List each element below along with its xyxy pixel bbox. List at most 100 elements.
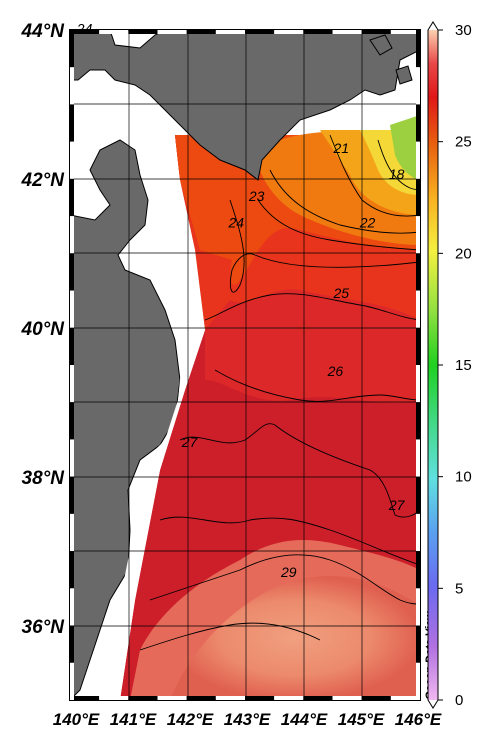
frame-segment [70, 30, 100, 34]
lon-tick-label: 141°E [110, 710, 157, 729]
frame-segment [70, 402, 74, 440]
frame-segment [70, 290, 74, 328]
land-honshu [70, 139, 181, 700]
frame-segment [361, 696, 391, 700]
contour-label: 27 [181, 434, 199, 450]
frame-segment [416, 551, 420, 589]
frame-segment [416, 625, 420, 663]
lon-tick-label: 145°E [338, 710, 385, 729]
colorbar-tick-label: 25 [455, 134, 472, 151]
frame-segment [416, 327, 420, 365]
frame-segment [303, 30, 333, 34]
frame-segment [128, 30, 158, 34]
colorbar-tick-label: 20 [455, 245, 472, 262]
frame-segment [416, 439, 420, 477]
frame-segment [70, 178, 74, 217]
contour-label: 21 [332, 140, 349, 156]
frame-segment [416, 216, 420, 254]
contour-27a [179, 423, 420, 518]
frame-segment [274, 30, 304, 34]
frame-segment [416, 67, 420, 105]
frame-segment [390, 696, 420, 700]
frame-segment [416, 253, 420, 291]
sst-field [120, 115, 420, 700]
frame-segment [186, 696, 216, 700]
contour-label: 24 [227, 214, 244, 230]
frame-ticks [70, 30, 420, 700]
frame-segment [99, 30, 129, 34]
frame-segment [70, 588, 74, 626]
frame-segment [70, 662, 74, 700]
colorbar-tick-label: 15 [455, 357, 472, 374]
contour-24 [229, 199, 420, 293]
frame-segment [70, 327, 74, 365]
land-island-2 [395, 65, 413, 85]
frame-segment [303, 696, 333, 700]
sst-region-30 [170, 575, 420, 700]
frame-segment [416, 365, 420, 403]
contour-23 [257, 199, 420, 251]
frame-segment [70, 439, 74, 477]
land [70, 30, 420, 700]
lon-tick-label: 140°E [53, 710, 100, 729]
frame-segment [99, 696, 129, 700]
frame-segment [70, 696, 100, 700]
land-island-1 [369, 34, 393, 56]
frame-segment [274, 696, 304, 700]
colorbar-tick-label: 0 [455, 692, 463, 709]
frame-segment [332, 30, 362, 34]
colorbar-ticks: 0 5 10 15 20 25 30 [438, 22, 472, 709]
lat-tick-label: 44°N [21, 21, 66, 42]
land-hokkaido [70, 30, 420, 181]
frame-segment [416, 588, 420, 626]
graticule [70, 30, 420, 700]
lon-tick-label: 146°E [395, 710, 442, 729]
no-data-strip [100, 130, 205, 700]
lat-tick-label: 36°N [22, 617, 66, 638]
frame-segment [70, 141, 74, 179]
map-plot-area [70, 30, 420, 700]
map-frame [69, 29, 421, 701]
frame-segment [416, 290, 420, 328]
frame-segment [157, 30, 187, 34]
frame-segment [128, 696, 158, 700]
lon-tick-label: 144°E [281, 710, 328, 729]
frame-segment [70, 513, 74, 552]
colorbar-tick-label: 10 [455, 469, 472, 486]
lon-tick-label: 142°E [167, 710, 214, 729]
contour-28 [159, 516, 420, 566]
colorbar-tick-label: 5 [455, 580, 463, 597]
contour-label: 23 [248, 188, 265, 204]
frame-segment [390, 30, 420, 34]
lon-labels: 140°E 141°E 142°E 143°E 144°E 145°E 146°… [53, 710, 442, 729]
frame-segment [416, 402, 420, 440]
lat-labels: 44°N 42°N 40°N 38°N 36°N [21, 21, 66, 638]
frame-segment [332, 696, 362, 700]
frame-segment [70, 253, 74, 291]
frame-segment [215, 30, 245, 34]
contour-29b [139, 622, 321, 651]
contour-26 [214, 369, 420, 402]
frame-segment [416, 30, 420, 68]
colorbar: 0 5 10 15 20 25 30 [427, 21, 472, 709]
frame-segment [416, 178, 420, 217]
contour-label: 18 [389, 166, 405, 182]
frame-segment [245, 30, 275, 34]
colorbar-ramp [428, 30, 438, 700]
frame-segment [70, 67, 74, 105]
contour-29 [149, 554, 420, 605]
frame-segment [416, 141, 420, 179]
frame-segment [416, 476, 420, 514]
frame-segment [416, 662, 420, 700]
frame-segment [70, 104, 74, 142]
frame-segment [186, 30, 216, 34]
contour-label: 24 [76, 21, 93, 37]
frame-segment [215, 696, 245, 700]
colorbar-tick-label: 30 [455, 22, 472, 39]
contours [139, 134, 420, 651]
lat-tick-label: 38°N [22, 468, 66, 489]
lat-tick-label: 42°N [21, 170, 66, 191]
contour-22 [269, 169, 420, 234]
